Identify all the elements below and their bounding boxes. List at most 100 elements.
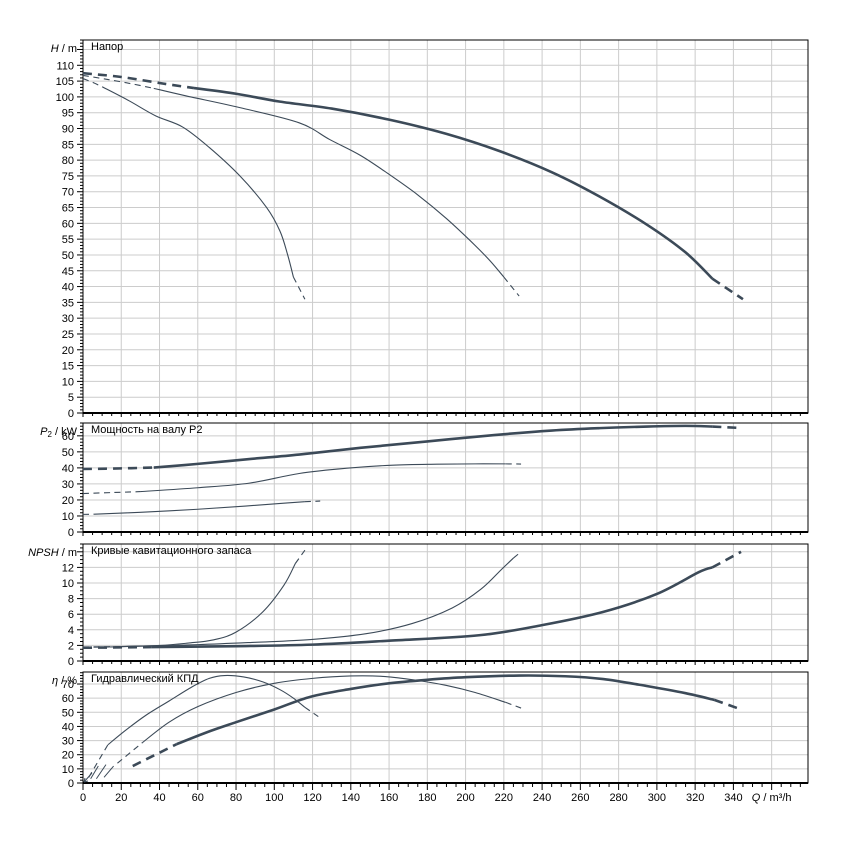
panel-efficiency: 0 10 20 30 40 50 60 70η / % [52,671,809,790]
x-tick-label: 60 [192,792,204,804]
y-tick-label: 75 [62,171,74,183]
y-tick-label: 70 [62,679,74,691]
panel-head: 0 5 10 15 20 25 30 35 40 45 50 55 60 65 70 75 80 85 90 95 10… [51,39,809,420]
y-tick-label: 0 [68,656,74,668]
curve-speed-3-head [82,645,152,650]
curve-speed-3-tail [711,277,744,301]
curve-speed-2 [82,463,522,495]
y-tick-label: 95 [62,108,74,120]
panel-title-efficiency: Гидравлический КПД [91,673,199,685]
grid [83,544,808,661]
curve-speed-2-body [141,675,506,744]
y-tick-label: 8 [68,594,74,606]
curve-speed-2 [82,551,522,648]
x-axis-label: Q / m³/h [752,792,792,804]
curve-speed-1-tail [304,706,319,717]
curve-speed-1 [88,674,319,778]
curve-speed-2-head [117,742,143,764]
x-tick-label: 200 [456,792,474,804]
x-tick-label: 220 [495,792,513,804]
y-axis-label-head: H / m [51,43,77,55]
y-tick-label: 60 [62,693,74,705]
y-axis-label-efficiency: η / % [52,675,77,687]
y-tick-label: 20 [62,495,74,507]
panel-title-head: Напор [91,41,124,53]
y-axis-label-power: P2 / kW [40,426,77,439]
grid [83,423,808,532]
curve-speed-3 [82,424,738,471]
curve-speed-1-body [101,86,294,278]
x-minor-ticks [82,532,801,536]
x-tick-label: 180 [418,792,436,804]
curve-speed-1-body [109,563,296,648]
curve-speed-2-tail [505,701,522,709]
y-tick-label: 12 [62,562,74,574]
grid [83,40,808,413]
y-tick-label: 10 [62,511,74,523]
y-tick-label: 105 [56,76,74,88]
curve-speed-3 [132,674,738,768]
y-tick-label: 0 [68,778,74,790]
y-tick-label: 55 [62,234,74,246]
panel-title-npsh: Кривые кавитационного запаса [91,545,252,557]
curve-speed-1-body [94,501,305,515]
y-tick-label: 2 [68,640,74,652]
y-tick-label: 30 [62,479,74,491]
curve-speed-3-tail [712,425,738,430]
curve-speed-2-tail [503,276,520,297]
x-minor-ticks [82,413,801,417]
x-minor-ticks [82,661,801,665]
curve-speed-3-tail [713,698,738,710]
curve-speed-2-head [82,491,141,495]
curve-speed-3-head [132,742,178,768]
y-tick-label: 0 [68,408,74,420]
curve-speed-3 [82,71,744,301]
x-tick-label: 260 [571,792,589,804]
y-axis-ticks: 0 10 20 30 40 50 60 [62,422,83,539]
curve-speed-3-tail [711,550,742,569]
curve-speed-3 [82,550,742,650]
x-tick-label: 320 [686,792,704,804]
curve-speed-3-head [82,71,195,90]
x-tick-label: 280 [609,792,627,804]
x-tick-label: 240 [533,792,551,804]
y-tick-label: 100 [56,92,74,104]
y-axis-label-npsh: NPSH / m [28,547,77,559]
panel-title-power: Мощность на валу P2 [91,424,203,436]
curve-speed-3-body [193,86,714,280]
grid [83,672,808,783]
x-tick-label: 0 [80,792,86,804]
curve-speed-1-tail [304,500,321,503]
panel-frame [82,671,809,784]
curve-speed-2 [117,675,522,764]
y-tick-label: 40 [62,721,74,733]
y-tick-label: 6 [68,609,74,621]
y-tick-label: 50 [62,447,74,459]
y-tick-label: 40 [62,282,74,294]
curve-speed-3-body [176,674,715,746]
y-tick-label: 60 [62,218,74,230]
panel-frame [82,543,809,662]
curve-speed-1-body [107,674,306,746]
curve-speed-1-tail [292,276,306,300]
x-tick-label: 160 [380,792,398,804]
curve-speed-1-tail [294,549,306,564]
origin-dash-spray [90,764,114,780]
y-tick-label: 0 [68,527,74,539]
curve-speed-1 [82,78,306,300]
y-tick-label: 15 [62,361,74,373]
y-tick-label: 50 [62,707,74,719]
y-tick-label: 20 [62,345,74,357]
y-tick-label: 10 [62,376,74,388]
curve-speed-3-body [153,424,713,469]
curve-speed-1-head [82,78,103,88]
x-tick-label: 340 [724,792,742,804]
y-tick-label: 65 [62,203,74,215]
curve-speed-2-head [82,74,154,89]
curve-speed-3-head [82,466,154,471]
y-tick-label: 35 [62,297,74,309]
y-tick-label: 60 [62,431,74,443]
y-tick-label: 50 [62,250,74,262]
